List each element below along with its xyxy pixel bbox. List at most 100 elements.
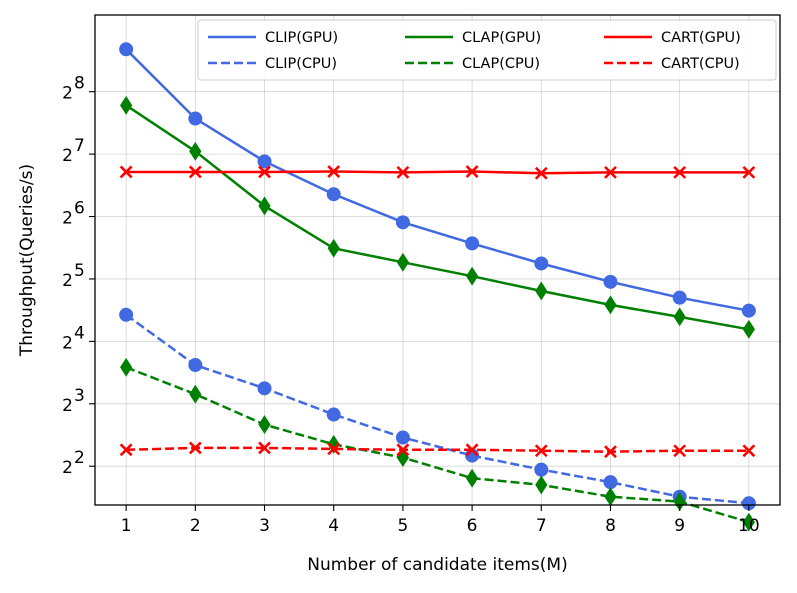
y-tick-label: 2 [62, 146, 73, 166]
data-point [742, 165, 756, 179]
data-point [742, 512, 755, 532]
x-tick-label: 7 [536, 516, 547, 536]
data-point [465, 443, 479, 457]
y-tick-base: 2 [62, 146, 73, 166]
y-tick-base: 2 [62, 209, 73, 229]
legend-label: CLAP(GPU) [462, 30, 541, 46]
grid [95, 15, 780, 505]
legend-label: CLIP(GPU) [265, 30, 338, 46]
x-tick-label: 5 [397, 516, 408, 536]
legend-item: CLIP(GPU) [208, 30, 338, 46]
data-point [465, 165, 479, 178]
data-point [465, 236, 480, 251]
data-point [673, 165, 687, 179]
x-tick-label: 1 [121, 516, 132, 536]
data-point [466, 266, 479, 286]
data-point [535, 281, 548, 301]
legend-label: CLAP(CPU) [462, 56, 540, 72]
data-point [326, 187, 341, 202]
x-tick-label: 3 [259, 516, 270, 536]
data-point [396, 165, 410, 179]
data-point [535, 475, 548, 495]
y-axis-label: Throughput(Queries/s) [17, 164, 37, 357]
data-point [673, 307, 686, 327]
data-point [534, 444, 548, 458]
series-line [126, 170, 749, 175]
data-point [120, 95, 133, 115]
legend-label: CART(CPU) [661, 56, 740, 72]
data-point [603, 274, 618, 289]
y-tick-exponent: 2 [74, 448, 85, 468]
y-tick-label: 2 [62, 84, 73, 104]
data-point [396, 252, 409, 272]
x-tick-label: 4 [328, 516, 339, 536]
y-tick-base: 2 [62, 458, 73, 478]
data-point [258, 441, 271, 455]
data-point [120, 357, 133, 377]
y-tick-exponent: 6 [74, 199, 85, 219]
data-point [673, 444, 687, 458]
series-clap-gpu [120, 95, 755, 339]
x-axis-label: Number of candidate items(M) [307, 555, 567, 575]
series-cart-gpu [119, 165, 756, 180]
legend: CLIP(GPU) CLIP(CPU) CLAP(GPU) CLAP(CPU) CART… [197, 19, 777, 81]
y-tick-base: 2 [62, 333, 73, 353]
legend-item: CART(GPU) [604, 30, 741, 46]
data-point [188, 441, 202, 455]
series-line [125, 48, 750, 312]
legend-item: CLIP(CPU) [208, 56, 337, 72]
y-tick-base: 2 [62, 84, 73, 104]
y-tick-label: 2 [62, 333, 73, 353]
plot-frame [94, 14, 781, 506]
x-tick-label: 8 [605, 516, 616, 536]
axis-ticks: 1 2 3 4 5 6 7 8 9 102 22 32 42 52 62 72 8 [62, 74, 760, 536]
data-point [188, 358, 203, 373]
y-tick-exponent: 4 [74, 323, 85, 343]
x-tick-label: 10 [738, 516, 760, 536]
data-point [189, 141, 202, 161]
x-tick-label: 6 [467, 516, 478, 536]
data-point [188, 165, 202, 179]
legend-label: CART(GPU) [661, 30, 741, 46]
legend-item: CART(CPU) [604, 56, 740, 72]
data-point [119, 42, 134, 57]
y-tick-exponent: 7 [74, 136, 85, 156]
data-point [396, 443, 410, 457]
data-point [119, 443, 133, 457]
y-tick-exponent: 5 [74, 261, 85, 281]
data-point [327, 442, 341, 456]
data-point [534, 256, 549, 271]
data-point [604, 445, 617, 459]
data-point [534, 462, 549, 477]
data-point [466, 468, 479, 488]
y-tick-label: 2 [62, 209, 73, 229]
data-point [742, 319, 755, 339]
y-tick-label: 2 [62, 458, 73, 478]
data-point [257, 381, 272, 396]
data-point [119, 307, 134, 322]
data-point [742, 444, 756, 458]
legend-item: CLAP(GPU) [405, 30, 541, 46]
data-point [119, 165, 133, 179]
data-point [326, 407, 341, 422]
y-tick-base: 2 [62, 271, 73, 291]
data-point [672, 290, 687, 305]
legend-item: CLAP(CPU) [405, 56, 540, 72]
data-point [257, 154, 272, 169]
x-tick-label: 9 [674, 516, 685, 536]
series-line [125, 104, 750, 331]
data-point [188, 111, 203, 126]
series-clip-cpu [119, 307, 756, 511]
data-point [327, 238, 340, 258]
y-tick-exponent: 8 [74, 74, 85, 94]
data-point [327, 165, 341, 178]
legend-box [197, 19, 777, 81]
series-cart-cpu [119, 441, 756, 459]
data-point [395, 430, 410, 445]
y-tick-exponent: 3 [74, 386, 85, 406]
data-point [603, 475, 618, 490]
series-clip-gpu [119, 42, 756, 318]
data-point [258, 165, 271, 179]
series-line [125, 366, 750, 524]
